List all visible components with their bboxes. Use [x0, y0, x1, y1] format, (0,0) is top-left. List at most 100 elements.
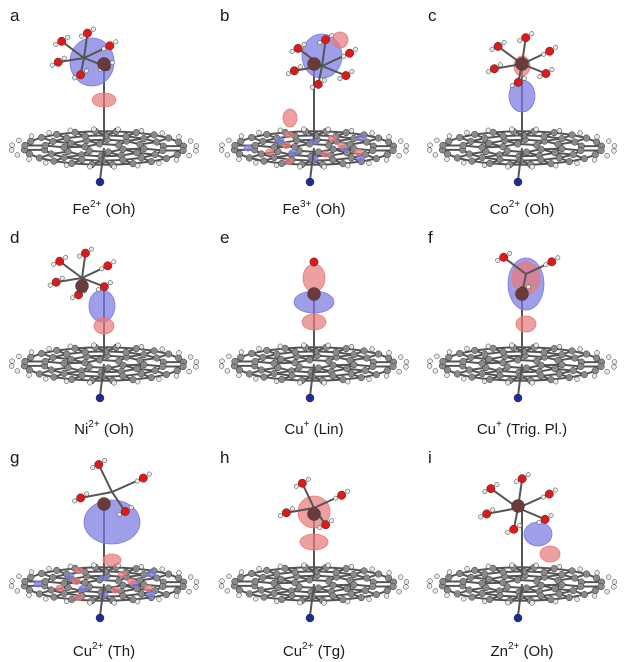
- hydrogen-atom: [43, 160, 49, 166]
- hydrogen-atom: [353, 46, 359, 52]
- carbon-atom: [582, 570, 591, 578]
- bond: [99, 147, 105, 181]
- ion-symbol: Cu: [72, 643, 93, 660]
- density-lobe: [282, 108, 298, 128]
- hydrogen-atom: [87, 164, 93, 170]
- hydrogen-atom: [521, 75, 527, 81]
- carbon-atom: [471, 346, 479, 355]
- carbon-atom: [104, 148, 112, 156]
- hydrogen-atom: [63, 254, 69, 260]
- hydrogen-atom: [396, 153, 402, 159]
- hydrogen-atom: [594, 570, 600, 576]
- bond: [517, 363, 523, 397]
- hydrogen-atom: [8, 583, 15, 589]
- density-lobe: [288, 149, 298, 157]
- carbon-atom: [439, 577, 447, 585]
- hydrogen-atom: [138, 343, 145, 350]
- hydrogen-atom: [236, 156, 242, 162]
- hydrogen-atom: [398, 354, 404, 360]
- oxygen-atom: [545, 46, 555, 56]
- carbon-atom: [550, 565, 558, 573]
- hydrogen-atom: [396, 369, 402, 375]
- carbon-atom: [361, 367, 369, 375]
- carbon-atom: [133, 365, 141, 373]
- hydrogen-atom: [481, 162, 488, 169]
- density-lobe: [33, 580, 43, 588]
- density-lobe: [117, 570, 127, 578]
- ion-charge: 2+: [508, 199, 521, 210]
- hydrogen-atom: [333, 495, 339, 501]
- hydrogen-atom: [159, 346, 165, 352]
- hydrogen-atom: [91, 126, 97, 132]
- hydrogen-atom: [9, 578, 15, 584]
- carbon-atom: [347, 590, 355, 598]
- carbon-atom: [38, 349, 46, 358]
- density-lobe: [356, 134, 366, 142]
- carbon-atom: [499, 348, 507, 356]
- oxygen-atom: [99, 282, 109, 292]
- ion-geometry: (Oh): [315, 201, 346, 218]
- hydrogen-atom: [509, 126, 515, 132]
- oxygen-atom: [513, 77, 523, 87]
- carbon-atom: [50, 373, 58, 381]
- molecule-render: [218, 257, 410, 403]
- hydrogen-atom: [461, 596, 467, 602]
- carbon-atom: [571, 574, 579, 582]
- oxygen-atom: [103, 261, 113, 271]
- carbon-atom: [251, 357, 259, 366]
- hydrogen-atom: [111, 259, 117, 265]
- carbon-atom: [270, 589, 278, 597]
- hydrogen-atom: [115, 342, 121, 348]
- oxygen-atom: [297, 478, 307, 488]
- density-lobe: [74, 594, 84, 601]
- hydrogen-atom: [325, 126, 331, 132]
- carbon-atom: [555, 590, 563, 598]
- carbon-atom: [360, 567, 368, 575]
- panel-b: b Fe3+ (Oh): [210, 0, 418, 220]
- carbon-atom: [259, 573, 267, 581]
- oxygen-atom: [94, 460, 104, 469]
- carbon-atom: [132, 565, 140, 573]
- carbon-atom: [558, 581, 566, 589]
- density-lobe: [91, 92, 117, 108]
- carbon-atom: [456, 569, 464, 578]
- density-lobe: [321, 150, 330, 158]
- hydrogen-atom: [317, 40, 323, 46]
- nitrogen-atom: [305, 177, 315, 187]
- carbon-atom: [465, 150, 473, 158]
- hydrogen-atom: [345, 599, 351, 605]
- hydrogen-atom: [577, 566, 583, 572]
- hydrogen-atom: [485, 343, 491, 349]
- hydrogen-atom: [176, 350, 182, 356]
- oxygen-atom: [293, 43, 303, 53]
- carbon-atom: [568, 567, 576, 575]
- hydrogen-atom: [116, 512, 122, 517]
- carbon-atom: [565, 373, 573, 382]
- hydrogen-atom: [59, 275, 65, 281]
- hydrogen-atom: [28, 569, 35, 575]
- carbon-atom: [439, 141, 447, 149]
- density-lobe: [127, 578, 137, 585]
- metal-atom: [511, 499, 525, 513]
- hydrogen-atom: [67, 343, 73, 349]
- molecule-render: [218, 31, 410, 187]
- hydrogen-atom: [348, 563, 355, 570]
- nitrogen-atom: [305, 393, 315, 403]
- carbon-atom: [374, 570, 383, 578]
- hydrogen-atom: [253, 596, 259, 602]
- hydrogen-atom: [549, 67, 555, 73]
- carbon-atom: [350, 351, 358, 359]
- oxygen-atom: [509, 524, 519, 534]
- hydrogen-atom: [507, 250, 513, 256]
- carbon-atom: [533, 357, 541, 365]
- hydrogen-atom: [537, 74, 543, 80]
- hydrogen-atom: [134, 478, 140, 484]
- carbon-atom: [481, 570, 489, 578]
- hydrogen-atom: [478, 514, 484, 520]
- carbon-atom: [263, 130, 271, 139]
- carbon-atom: [314, 584, 322, 592]
- panel-letter: g: [10, 448, 20, 467]
- carbon-atom: [389, 147, 397, 155]
- hydrogen-atom: [14, 368, 20, 374]
- hydrogen-atom: [63, 598, 70, 605]
